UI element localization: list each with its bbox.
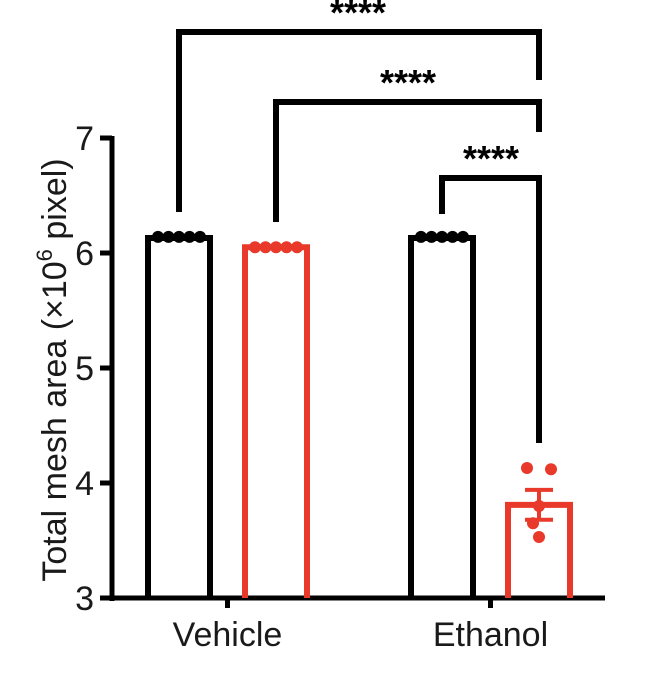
data-point <box>545 463 557 476</box>
y-axis-label-main: Total mesh area (×10 <box>36 261 74 581</box>
bar-outline <box>408 235 476 598</box>
significance-bracket-3: **** <box>439 138 542 443</box>
significance-bracket-1: **** <box>176 0 542 212</box>
bar-outline <box>242 244 310 598</box>
data-point <box>527 517 539 530</box>
data-point <box>457 230 469 243</box>
data-point <box>183 230 196 243</box>
data-point <box>152 230 164 243</box>
data-point <box>259 241 272 254</box>
data-point <box>446 230 459 243</box>
data-point <box>425 230 438 243</box>
significance-label: **** <box>463 138 519 179</box>
bar-4 <box>505 462 573 598</box>
significance-label: **** <box>380 62 436 103</box>
y-tick-label: 4 <box>75 465 94 503</box>
y-axis-label-sup: 6 <box>32 249 57 261</box>
data-point <box>249 241 261 254</box>
significance-brackets: **** **** **** <box>176 0 542 443</box>
significance-bracket-2: **** <box>273 62 542 222</box>
data-point <box>194 230 206 243</box>
bar-1 <box>145 230 213 598</box>
data-point <box>291 241 303 254</box>
y-tick-label: 5 <box>75 350 94 388</box>
bracket-line <box>176 29 542 212</box>
data-point <box>162 230 175 243</box>
data-point <box>415 230 427 243</box>
data-point <box>436 230 448 243</box>
y-axis-label-end: pixel) <box>36 158 74 249</box>
bars <box>145 230 573 598</box>
x-tick-label: Vehicle <box>173 616 283 654</box>
x-tick-label: Ethanol <box>433 616 548 654</box>
bar-2 <box>242 241 310 598</box>
y-tick-label: 7 <box>75 120 94 158</box>
x-axis: Vehicle Ethanol <box>110 595 605 654</box>
data-point <box>533 531 545 544</box>
y-axis-label: Total mesh area (×106 pixel) <box>32 158 74 581</box>
data-point <box>270 241 282 254</box>
bracket-line <box>439 175 542 443</box>
y-tick-label: 6 <box>75 235 94 273</box>
data-point <box>173 230 185 243</box>
y-tick-label: 3 <box>75 580 94 618</box>
bracket-line <box>273 99 542 222</box>
bar-3 <box>408 230 476 598</box>
data-point <box>521 462 533 475</box>
y-axis: 3 4 5 6 7 <box>75 120 115 618</box>
significance-label: **** <box>330 0 386 33</box>
data-point <box>533 500 545 512</box>
data-point <box>280 241 293 254</box>
bar-outline <box>145 235 213 598</box>
